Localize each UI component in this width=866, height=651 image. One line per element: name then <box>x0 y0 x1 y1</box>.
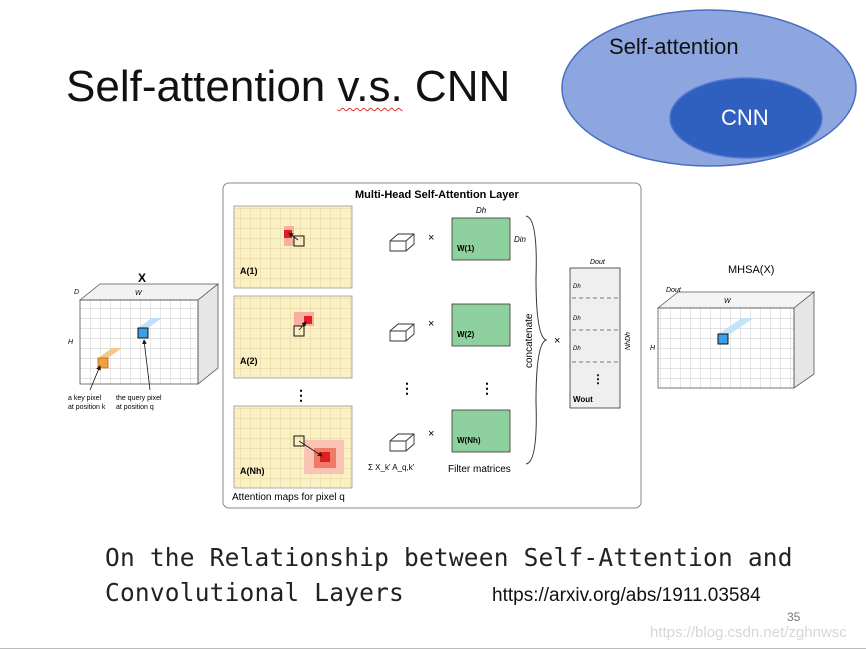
attention-map-nh: A(Nh) <box>233 405 353 489</box>
attention-map-1: A(1) <box>233 205 353 289</box>
query-pixel-label-1: the query pixel <box>116 395 162 402</box>
slide-title: Self-attention v.s. CNN <box>66 62 510 112</box>
query-pixel <box>137 327 149 339</box>
attention-maps-label: Attention maps for pixel q <box>232 492 345 503</box>
filter-1 <box>451 217 511 261</box>
title-prefix: Self-attention <box>66 62 338 111</box>
title-vs: v.s. <box>337 62 403 111</box>
filter-label-2: W(2) <box>457 330 475 339</box>
mhsa-diagram: X D W H a key pixel at position k the qu… <box>68 182 816 509</box>
page-number: 35 <box>787 610 801 624</box>
filter-label-nh: W(Nh) <box>457 436 481 445</box>
title-suffix: CNN <box>402 62 511 111</box>
maps-ellipsis: ⋮ <box>294 387 308 403</box>
bottom-divider <box>0 648 866 649</box>
concat-brace <box>525 215 548 465</box>
input-tensor: X D W H a key pixel at position k the qu… <box>68 271 220 411</box>
filters-ellipsis: ⋮ <box>480 380 494 396</box>
venn-diagram: Self-attention CNN <box>561 9 857 167</box>
key-pixel-label-1: a key pixel <box>68 395 102 402</box>
concatenate-label: concatenate <box>524 313 535 368</box>
output-label: MHSA(X) <box>728 264 774 276</box>
key-pixel <box>97 357 109 369</box>
times-concat: × <box>554 335 560 347</box>
watermark: https://blog.csdn.net/zghnwsc <box>650 624 847 641</box>
input-dim-w: W <box>135 290 143 297</box>
sum-label: Σ X_k' A_q,k' <box>368 463 415 472</box>
wout-matrix <box>569 267 621 409</box>
dh-label: Dh <box>476 206 487 215</box>
filter-label-1: W(1) <box>457 244 475 253</box>
head-label-nh: A(Nh) <box>240 466 265 476</box>
cnn-label: CNN <box>721 105 769 130</box>
filter-matrices-label: Filter matrices <box>448 464 511 475</box>
input-dim-h: H <box>68 339 74 346</box>
filter-2 <box>451 303 511 347</box>
output-dim-w: W <box>724 298 732 305</box>
wout-label: Wout <box>573 395 593 404</box>
head-label-1: A(1) <box>240 266 258 276</box>
din-label: Din <box>514 235 527 244</box>
layer-title: Multi-Head Self-Attention Layer <box>355 189 520 201</box>
output-query-pixel <box>717 333 729 345</box>
times-1: × <box>428 232 434 244</box>
wout-dh-3: Dh <box>573 346 581 352</box>
times-3: × <box>428 428 434 440</box>
query-pixel-label-2: at position q <box>116 404 154 411</box>
output-dim-d: Dout <box>666 287 682 294</box>
times-2: × <box>428 318 434 330</box>
nhdh-label: NhDh <box>625 332 632 350</box>
cnn-ellipse <box>669 77 823 159</box>
output-dim-h: H <box>650 345 656 352</box>
head-label-2: A(2) <box>240 356 258 366</box>
input-label: X <box>138 271 146 285</box>
output-tensor: MHSA(X) Dout W H <box>650 264 816 389</box>
filter-nh <box>451 409 511 453</box>
arxiv-link[interactable]: https://arxiv.org/abs/1911.03584 <box>492 585 761 606</box>
attention-map-2: A(2) <box>233 295 353 379</box>
input-dim-d: D <box>74 289 79 296</box>
key-pixel-label-2: at position k <box>68 404 106 411</box>
dout-label: Dout <box>590 259 606 266</box>
cubes-ellipsis: ⋮ <box>400 380 414 396</box>
wout-dh-1: Dh <box>573 284 581 290</box>
cubes <box>389 233 415 452</box>
self-attention-label: Self-attention <box>609 34 739 59</box>
paper-title: On the Relationship between Self-Attenti… <box>105 543 793 607</box>
wout-dh-2: Dh <box>573 316 581 322</box>
wout-ellipsis: ⋮ <box>592 372 604 386</box>
